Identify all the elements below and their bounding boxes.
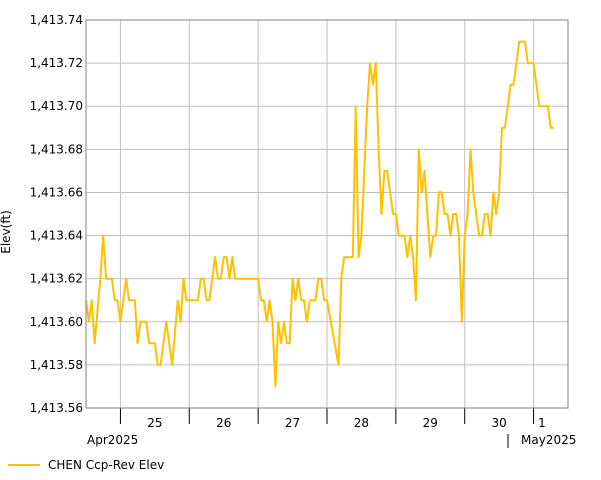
x-day-label: 28: [354, 416, 369, 430]
legend-label: CHEN Ccp-Rev Elev: [48, 458, 165, 472]
y-tick-label: 1,413.64: [30, 229, 83, 243]
y-tick-label: 1,413.58: [30, 358, 83, 372]
x-month-label: May2025: [521, 433, 576, 447]
y-tick-label: 1,413.68: [30, 142, 83, 156]
x-day-label: 29: [423, 416, 438, 430]
y-tick-label: 1,413.62: [30, 272, 83, 286]
y-tick-label: 1,413.56: [30, 401, 83, 415]
x-day-label: 25: [147, 416, 162, 430]
y-tick-label: 1,413.70: [30, 99, 83, 113]
x-day-label: 27: [285, 416, 300, 430]
y-tick-label: 1,413.72: [30, 56, 83, 70]
series-group: [85, 40, 554, 388]
series-line: [85, 40, 554, 388]
y-axis: 1,413.56 1,413.58 1,413.60 1,413.62 1,413.64…: [30, 13, 83, 415]
y-tick-label: 1,413.66: [30, 185, 83, 199]
x-day-label: 26: [216, 416, 231, 430]
x-month-label: Apr2025: [87, 433, 138, 447]
legend-swatch: [8, 464, 40, 466]
y-tick-label: 1,413.74: [30, 13, 83, 27]
legend: CHEN Ccp-Rev Elev: [8, 456, 164, 474]
x-day-label: 30: [492, 416, 507, 430]
y-tick-label: 1,413.60: [30, 315, 83, 329]
x-axis: 25 26 27 28 29 30 1 Apr2025 May2025: [87, 408, 576, 448]
plot-border: [85, 19, 569, 409]
y-axis-label: Elev(ft): [0, 210, 13, 253]
x-day-label: 1: [538, 416, 546, 430]
